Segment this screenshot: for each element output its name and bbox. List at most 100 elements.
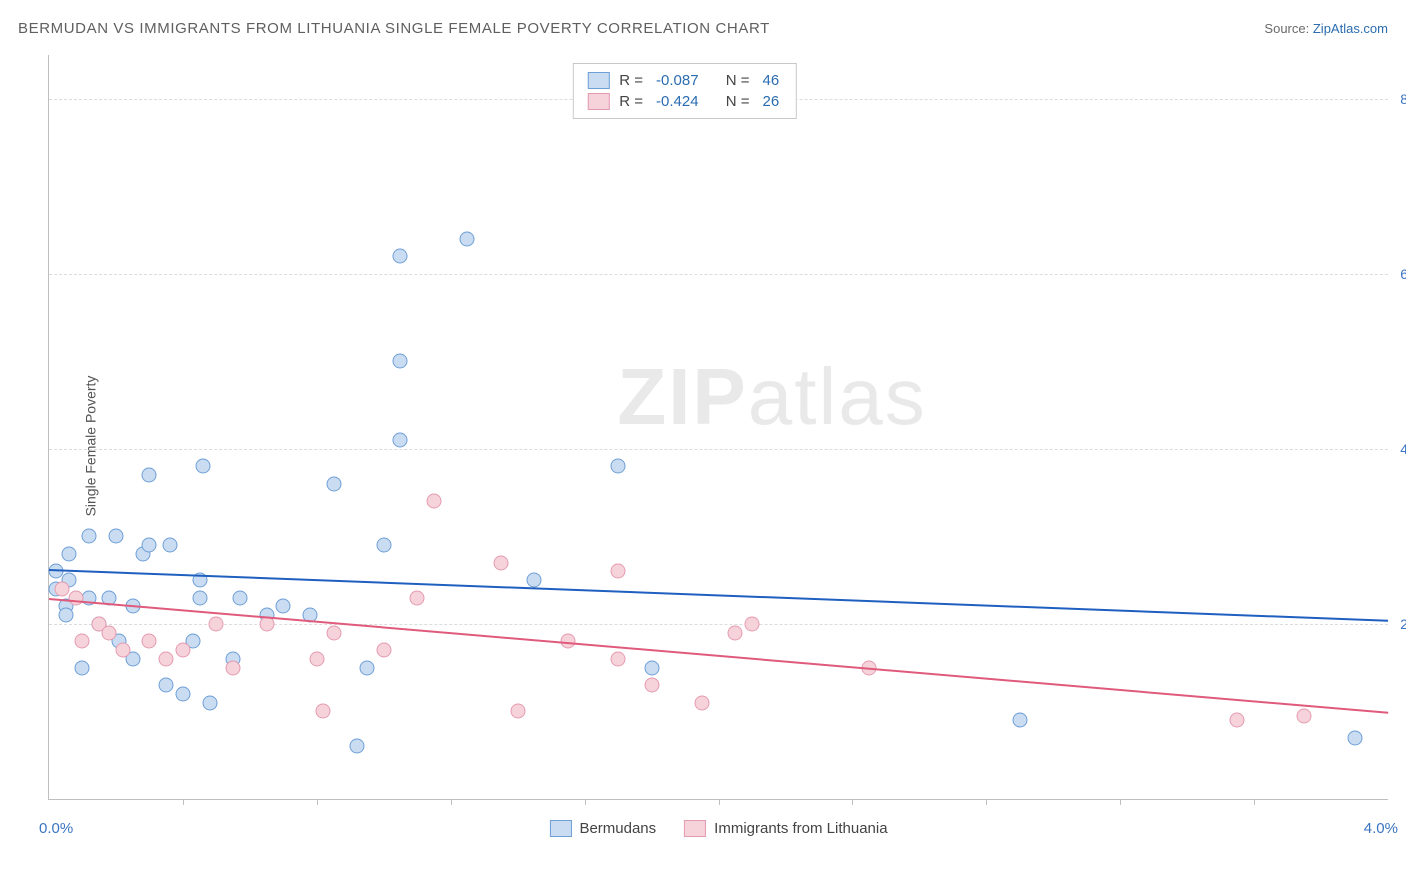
data-point	[62, 546, 77, 561]
y-tick-label: 80.0%	[1400, 91, 1406, 107]
source-label: Source:	[1264, 21, 1309, 36]
legend-row-bermudans: R = -0.087 N = 46	[587, 70, 782, 91]
watermark: ZIPatlas	[617, 351, 926, 443]
grid-line	[49, 624, 1388, 625]
grid-line	[49, 274, 1388, 275]
x-axis-min-label: 0.0%	[39, 820, 73, 837]
data-point	[376, 643, 391, 658]
data-point	[644, 678, 659, 693]
title-bar: BERMUDAN VS IMMIGRANTS FROM LITHUANIA SI…	[18, 20, 1388, 37]
data-point	[226, 660, 241, 675]
source-link[interactable]: ZipAtlas.com	[1313, 21, 1388, 36]
data-point	[175, 643, 190, 658]
n-value-lithuania: 26	[763, 93, 780, 110]
data-point	[82, 529, 97, 544]
data-point	[159, 651, 174, 666]
data-point	[410, 590, 425, 605]
y-tick-label: 60.0%	[1400, 266, 1406, 282]
x-tick	[1254, 799, 1255, 805]
swatch-bermudans-bottom	[549, 820, 571, 837]
swatch-lithuania	[587, 93, 609, 110]
data-point	[102, 625, 117, 640]
data-point	[349, 739, 364, 754]
chart-title: BERMUDAN VS IMMIGRANTS FROM LITHUANIA SI…	[18, 20, 770, 37]
data-point	[162, 538, 177, 553]
correlation-legend: R = -0.087 N = 46 R = -0.424 N = 26	[572, 63, 797, 119]
x-tick	[1120, 799, 1121, 805]
data-point	[611, 564, 626, 579]
r-value-lithuania: -0.424	[656, 93, 699, 110]
y-tick-label: 40.0%	[1400, 441, 1406, 457]
n-label: N =	[726, 72, 750, 89]
data-point	[142, 468, 157, 483]
data-point	[159, 678, 174, 693]
x-tick	[719, 799, 720, 805]
r-value-bermudans: -0.087	[656, 72, 699, 89]
data-point	[55, 581, 70, 596]
x-tick	[585, 799, 586, 805]
data-point	[202, 695, 217, 710]
r-label: R =	[619, 72, 643, 89]
scatter-plot: ZIPatlas R = -0.087 N = 46 R = -0.424 N …	[48, 55, 1388, 800]
swatch-lithuania-bottom	[684, 820, 706, 837]
data-point	[493, 555, 508, 570]
series-legend: Bermudans Immigrants from Lithuania	[549, 820, 887, 837]
source-attribution: Source: ZipAtlas.com	[1264, 21, 1388, 36]
data-point	[460, 231, 475, 246]
data-point	[326, 476, 341, 491]
data-point	[393, 433, 408, 448]
series-name-bermudans: Bermudans	[579, 820, 656, 837]
r-label: R =	[619, 93, 643, 110]
data-point	[175, 686, 190, 701]
data-point	[209, 616, 224, 631]
data-point	[360, 660, 375, 675]
data-point	[611, 459, 626, 474]
data-point	[142, 634, 157, 649]
x-tick	[451, 799, 452, 805]
data-point	[744, 616, 759, 631]
x-tick	[317, 799, 318, 805]
data-point	[1297, 708, 1312, 723]
x-tick	[852, 799, 853, 805]
x-tick	[183, 799, 184, 805]
trend-line	[49, 569, 1388, 622]
data-point	[426, 494, 441, 509]
data-point	[326, 625, 341, 640]
data-point	[510, 704, 525, 719]
grid-line	[49, 449, 1388, 450]
legend-row-lithuania: R = -0.424 N = 26	[587, 91, 782, 112]
legend-item-bermudans: Bermudans	[549, 820, 656, 837]
data-point	[232, 590, 247, 605]
watermark-bold: ZIP	[617, 352, 747, 441]
data-point	[1012, 713, 1027, 728]
data-point	[728, 625, 743, 640]
data-point	[527, 573, 542, 588]
data-point	[75, 634, 90, 649]
data-point	[316, 704, 331, 719]
data-point	[1347, 730, 1362, 745]
data-point	[393, 249, 408, 264]
data-point	[393, 354, 408, 369]
data-point	[75, 660, 90, 675]
x-axis-max-label: 4.0%	[1364, 820, 1398, 837]
y-tick-label: 20.0%	[1400, 616, 1406, 632]
n-value-bermudans: 46	[763, 72, 780, 89]
data-point	[192, 590, 207, 605]
legend-item-lithuania: Immigrants from Lithuania	[684, 820, 887, 837]
data-point	[611, 651, 626, 666]
data-point	[68, 590, 83, 605]
data-point	[58, 608, 73, 623]
data-point	[142, 538, 157, 553]
data-point	[108, 529, 123, 544]
data-point	[276, 599, 291, 614]
data-point	[376, 538, 391, 553]
data-point	[195, 459, 210, 474]
data-point	[694, 695, 709, 710]
series-name-lithuania: Immigrants from Lithuania	[714, 820, 887, 837]
data-point	[309, 651, 324, 666]
data-point	[644, 660, 659, 675]
swatch-bermudans	[587, 72, 609, 89]
watermark-light: atlas	[748, 352, 927, 441]
data-point	[115, 643, 130, 658]
x-tick	[986, 799, 987, 805]
